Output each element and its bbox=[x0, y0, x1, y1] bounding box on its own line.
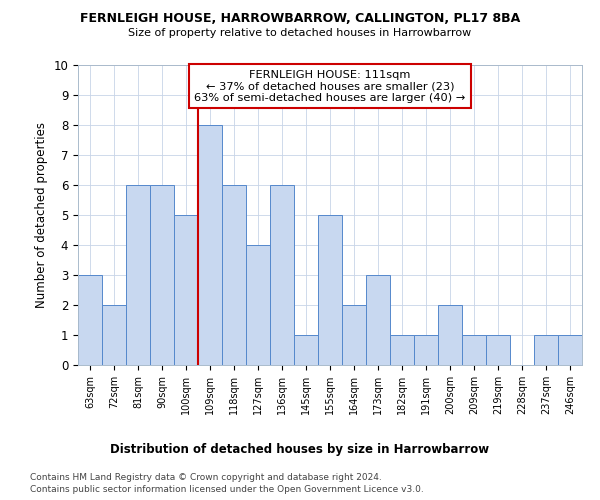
Bar bbox=[534, 335, 558, 365]
Bar bbox=[222, 185, 246, 365]
Text: Contains public sector information licensed under the Open Government Licence v3: Contains public sector information licen… bbox=[30, 485, 424, 494]
Bar bbox=[174, 215, 198, 365]
Bar bbox=[390, 335, 414, 365]
Bar bbox=[126, 185, 150, 365]
Bar bbox=[78, 275, 102, 365]
Bar bbox=[270, 185, 294, 365]
Bar bbox=[414, 335, 438, 365]
Bar bbox=[294, 335, 318, 365]
Bar bbox=[246, 245, 270, 365]
Y-axis label: Number of detached properties: Number of detached properties bbox=[35, 122, 48, 308]
Bar bbox=[342, 305, 366, 365]
Bar bbox=[462, 335, 486, 365]
Bar bbox=[102, 305, 126, 365]
Text: FERNLEIGH HOUSE, HARROWBARROW, CALLINGTON, PL17 8BA: FERNLEIGH HOUSE, HARROWBARROW, CALLINGTO… bbox=[80, 12, 520, 26]
Bar bbox=[318, 215, 342, 365]
Bar bbox=[558, 335, 582, 365]
Text: Contains HM Land Registry data © Crown copyright and database right 2024.: Contains HM Land Registry data © Crown c… bbox=[30, 472, 382, 482]
Text: Size of property relative to detached houses in Harrowbarrow: Size of property relative to detached ho… bbox=[128, 28, 472, 38]
Bar bbox=[486, 335, 510, 365]
Bar bbox=[150, 185, 174, 365]
Text: Distribution of detached houses by size in Harrowbarrow: Distribution of detached houses by size … bbox=[110, 442, 490, 456]
Bar bbox=[198, 125, 222, 365]
Bar bbox=[438, 305, 462, 365]
Bar bbox=[366, 275, 390, 365]
Text: FERNLEIGH HOUSE: 111sqm
← 37% of detached houses are smaller (23)
63% of semi-de: FERNLEIGH HOUSE: 111sqm ← 37% of detache… bbox=[194, 70, 466, 102]
